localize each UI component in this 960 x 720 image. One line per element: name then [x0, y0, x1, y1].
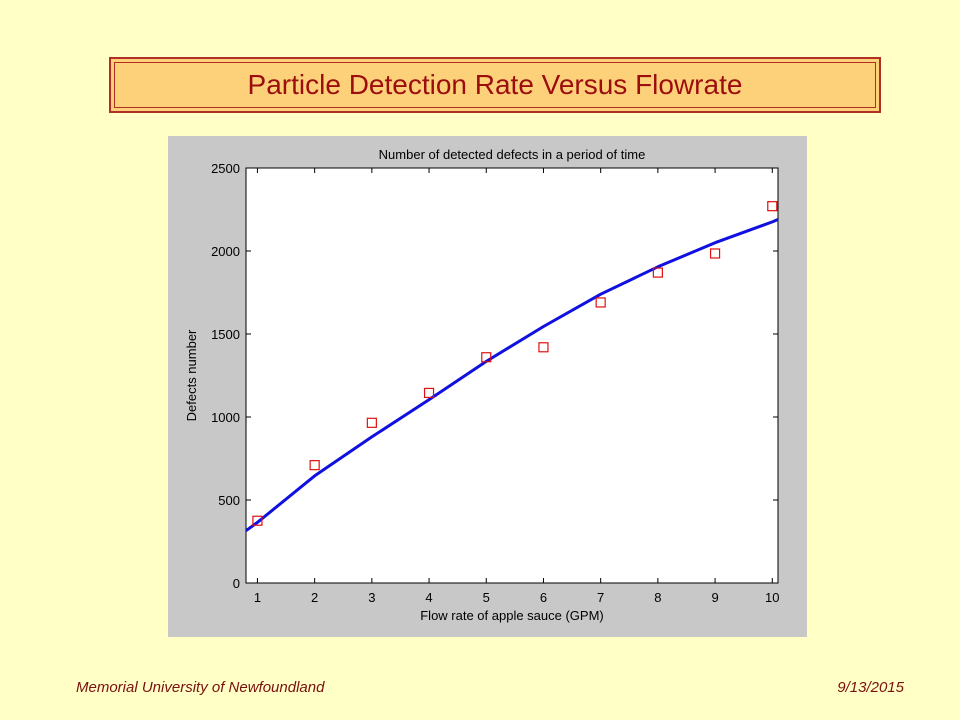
plot-area: [245, 167, 779, 584]
data-point-marker: [709, 248, 721, 259]
data-point-marker: [538, 342, 549, 353]
x-tick-label: 8: [654, 590, 661, 605]
y-axis-label: Defects number: [184, 329, 199, 421]
data-point-marker: [481, 352, 492, 363]
data-point-marker: [252, 515, 263, 526]
x-tick-label: 7: [597, 590, 604, 605]
slide-title-box: Particle Detection Rate Versus Flowrate: [109, 57, 881, 113]
y-tick-label: 1000: [211, 410, 240, 425]
footer-institution: Memorial University of Newfoundland: [76, 679, 325, 696]
x-axis-label: Flow rate of apple sauce (GPM): [420, 608, 604, 623]
data-point-marker: [595, 297, 606, 308]
data-point-marker: [652, 267, 663, 278]
x-tick-label: 6: [540, 590, 547, 605]
y-tick-label: 1500: [211, 327, 240, 342]
x-tick-label: 5: [483, 590, 490, 605]
x-tick-label: 4: [425, 590, 432, 605]
fit-curve: [245, 218, 779, 532]
slide-title-frame: Particle Detection Rate Versus Flowrate: [114, 62, 876, 108]
x-tick-label: 10: [765, 590, 779, 605]
data-point-marker: [309, 460, 320, 471]
x-tick-label: 3: [368, 590, 375, 605]
chart-svg: 1 2 3 4 5 6 7 8 9 10 0 500 1000 1500 2000 2500 Number of…: [184, 147, 780, 623]
y-tick-label: 500: [218, 493, 240, 508]
chart-title: Number of detected defects in a period o…: [379, 147, 646, 162]
y-tick-label: 2500: [211, 161, 240, 176]
footer-date: 9/13/2015: [837, 679, 904, 696]
y-tick-label: 2000: [211, 244, 240, 259]
data-point-marker: [366, 417, 377, 428]
chart-figure: 1 2 3 4 5 6 7 8 9 10 0 500 1000 1500 2000 2500 Number of…: [168, 136, 807, 637]
x-tick-label: 1: [254, 590, 261, 605]
x-tick-label: 2: [311, 590, 318, 605]
y-tick-label: 0: [233, 576, 240, 591]
data-point-marker: [423, 387, 435, 399]
slide-title: Particle Detection Rate Versus Flowrate: [247, 69, 743, 100]
data-point-marker: [767, 201, 778, 212]
x-tick-label: 9: [711, 590, 718, 605]
